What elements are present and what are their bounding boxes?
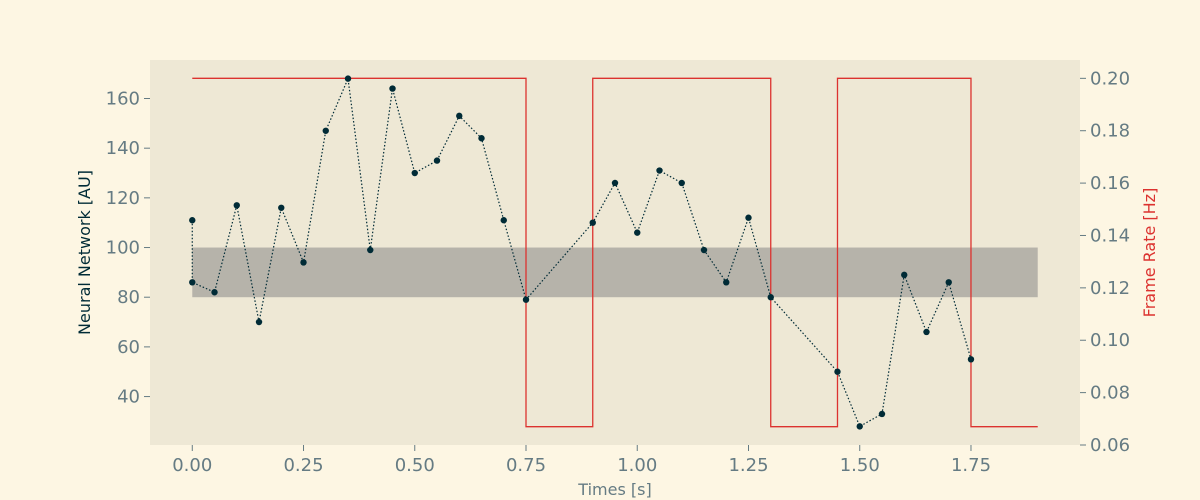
data-point bbox=[278, 204, 285, 211]
data-point bbox=[478, 135, 485, 142]
y2-tick-label: 0.12 bbox=[1090, 278, 1130, 299]
y2-tick-label: 0.16 bbox=[1090, 173, 1130, 194]
data-point bbox=[233, 202, 240, 209]
data-point bbox=[611, 179, 619, 187]
data-point bbox=[700, 246, 708, 254]
data-point bbox=[834, 368, 841, 375]
data-point bbox=[656, 167, 663, 174]
y-tick-label: 140 bbox=[106, 138, 140, 159]
y-tick-label: 60 bbox=[117, 337, 140, 358]
data-point bbox=[189, 217, 196, 224]
data-point bbox=[433, 157, 441, 164]
y-tick-label: 160 bbox=[106, 89, 140, 110]
y2-axis-label: Frame Rate [Hz] bbox=[1140, 188, 1159, 318]
x-tick-label: 0.00 bbox=[172, 455, 212, 476]
data-point bbox=[745, 214, 752, 221]
x-tick-label: 0.25 bbox=[283, 455, 323, 476]
y-axis-label: Neural Network [AU] bbox=[75, 170, 94, 335]
x-tick-label: 1.00 bbox=[617, 455, 657, 476]
x-tick-label: 1.50 bbox=[840, 455, 880, 476]
data-point bbox=[500, 217, 507, 224]
data-point bbox=[945, 279, 952, 286]
data-point bbox=[522, 296, 530, 303]
data-point bbox=[255, 318, 263, 326]
data-point bbox=[678, 179, 685, 187]
data-point bbox=[634, 229, 641, 236]
reference-band bbox=[192, 247, 1038, 298]
data-point bbox=[344, 75, 352, 82]
x-tick-label: 0.75 bbox=[506, 455, 546, 476]
data-point bbox=[300, 259, 307, 266]
y2-tick-label: 0.10 bbox=[1090, 330, 1130, 351]
data-point bbox=[189, 279, 196, 286]
series-layer bbox=[189, 75, 1038, 430]
y2-tick-label: 0.14 bbox=[1090, 225, 1130, 246]
x-axis-label: Times [s] bbox=[577, 480, 651, 499]
data-point bbox=[767, 294, 774, 301]
y-tick-label: 120 bbox=[106, 188, 140, 209]
data-point bbox=[723, 279, 730, 286]
data-point bbox=[456, 112, 463, 120]
data-point bbox=[211, 289, 218, 296]
data-point bbox=[923, 328, 930, 336]
y-tick-label: 80 bbox=[117, 287, 140, 308]
y2-tick-label: 0.20 bbox=[1090, 68, 1130, 89]
x-tick-label: 0.50 bbox=[395, 455, 435, 476]
y2-tick-label: 0.18 bbox=[1090, 121, 1130, 142]
x-tick-label: 1.75 bbox=[951, 455, 991, 476]
data-point bbox=[367, 246, 374, 254]
y2-tick-label: 0.06 bbox=[1090, 435, 1130, 456]
x-tick-label: 1.25 bbox=[728, 455, 768, 476]
data-point bbox=[901, 271, 908, 279]
data-point bbox=[589, 219, 596, 226]
y-tick-label: 100 bbox=[106, 238, 140, 259]
data-point bbox=[878, 410, 886, 418]
data-point bbox=[411, 169, 418, 177]
y2-tick-label: 0.08 bbox=[1090, 383, 1130, 404]
data-point bbox=[389, 85, 396, 92]
data-point bbox=[856, 423, 863, 430]
axes-layer: 0.00 0.25 0.50 0.75 1.00 1.25 1.50 1.75 40 60 80 10… bbox=[106, 68, 1130, 476]
data-point bbox=[322, 127, 329, 134]
data-point bbox=[967, 356, 975, 363]
frame-rate-step-line bbox=[192, 77, 1038, 428]
y-tick-label: 40 bbox=[117, 387, 140, 408]
